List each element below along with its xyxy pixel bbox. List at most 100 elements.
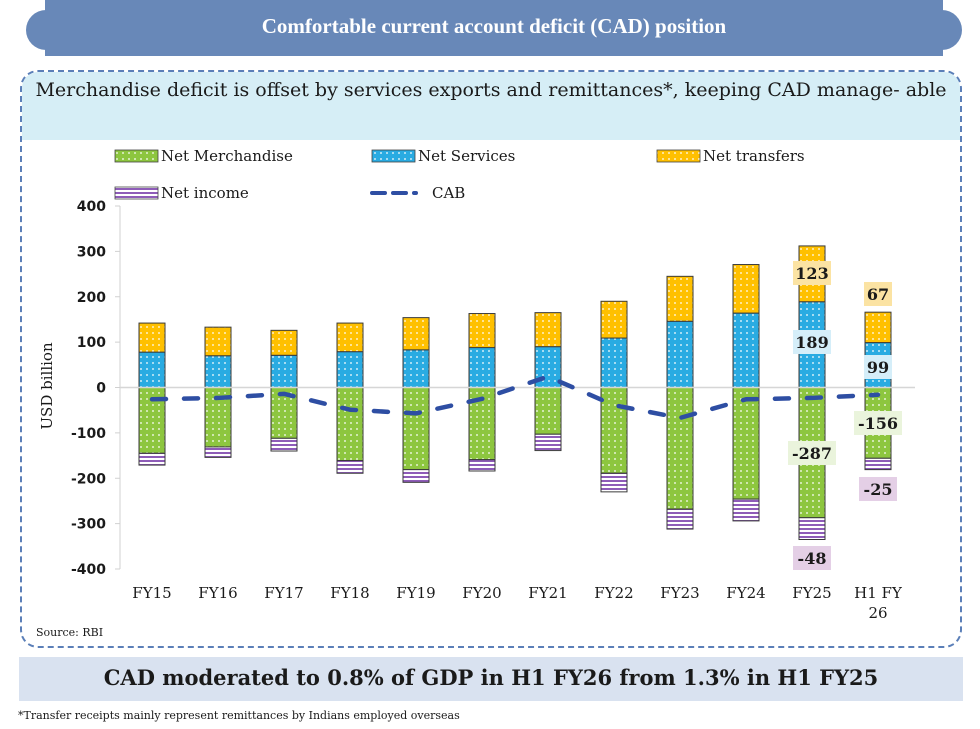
data-label-net-income-fy25: -48 — [798, 549, 827, 568]
bar-net-merchandise-fy24 — [732, 387, 760, 500]
footnote: *Transfer receipts mainly represent remi… — [18, 709, 460, 722]
x-tick-label-fy23: FY23 — [660, 584, 699, 602]
data-label-bg — [793, 546, 831, 570]
bar-net-income-fy25 — [798, 517, 826, 541]
y-tick-label: 100 — [77, 335, 106, 351]
legend-swatch-net-income — [114, 186, 159, 200]
bar-net-income-fy23 — [666, 508, 694, 530]
data-label-net-services-fy25: 189 — [795, 333, 828, 352]
title-banner: Comfortable current account deficit (CAD… — [26, 0, 962, 56]
legend-swatch-net-transfers — [656, 149, 701, 163]
bar-net-income-fy17 — [270, 437, 298, 452]
bars — [138, 245, 892, 541]
bar-net-services-fy20 — [468, 347, 496, 389]
x-tick-label-fy22: FY22 — [594, 584, 633, 602]
bar-net-services-fy17 — [270, 354, 298, 389]
bar-net-transfers-fy19 — [402, 317, 430, 351]
bar-net-income-fy20 — [468, 459, 496, 472]
legend-label-net-income: Net income — [161, 184, 249, 202]
y-tick-label: -100 — [71, 426, 106, 442]
bar-net-merchandise-fy19 — [402, 387, 430, 471]
data-label-net-merchandise-h1-fy-26: -156 — [858, 414, 898, 433]
data-label-net-services-h1-fy-26: 99 — [867, 358, 889, 377]
y-axis-title: USD billion — [38, 342, 56, 430]
legend-item-net-services: Net Services — [371, 147, 515, 165]
x-axis: FY15 FY16 FY17 FY18 FY19 FY20 FY21 FY22 FY23 FY24… — [132, 584, 903, 622]
bar-net-merchandise-fy21 — [534, 387, 562, 435]
x-tick-label-fy25: FY25 — [792, 584, 831, 602]
legend-label-net-transfers: Net transfers — [703, 147, 805, 165]
data-label-bg — [793, 261, 831, 285]
bar-net-services-fy23 — [666, 320, 694, 388]
data-label-bg — [854, 411, 902, 435]
bar-net-services-fy19 — [402, 349, 430, 388]
legend-label-net-merchandise: Net Merchandise — [161, 147, 293, 165]
y-axis: 400 300 200 100 0 -100 -200 -300 -400 — [71, 199, 121, 578]
chart-subtitle: Merchandise deficit is offset by service… — [35, 79, 947, 101]
bar-net-income-h1-fy-26 — [864, 457, 892, 471]
bar-net-transfers-fy21 — [534, 312, 562, 348]
bar-net-services-fy22 — [600, 337, 628, 389]
chart-frame: Merchandise deficit is offset by service… — [20, 70, 962, 648]
bar-net-transfers-fy23 — [666, 275, 694, 322]
data-label-net-transfers-fy25: 123 — [795, 264, 828, 283]
bar-net-transfers-fy16 — [204, 326, 232, 357]
bar-net-services-fy16 — [204, 355, 232, 388]
legend: Net Merchandise Net Services Net transfe… — [114, 147, 805, 202]
y-tick-label: -300 — [71, 517, 106, 533]
y-tick-label: -400 — [71, 562, 106, 578]
data-label-net-income-h1-fy-26: -25 — [864, 480, 893, 499]
bar-net-transfers-h1-fy-26 — [864, 311, 892, 344]
bar-net-income-fy16 — [204, 446, 232, 458]
bar-net-transfers-fy22 — [600, 300, 628, 339]
data-label-bg — [864, 355, 892, 379]
y-tick-label: 0 — [96, 381, 106, 397]
legend-swatch-net-merchandise — [114, 149, 159, 163]
x-tick-label-fy20: FY20 — [462, 584, 501, 602]
bar-net-services-fy18 — [336, 351, 364, 388]
cab-line-group — [149, 374, 881, 421]
bar-net-services-fy15 — [138, 351, 166, 389]
bar-net-transfers-fy20 — [468, 313, 496, 349]
x-tick-label-fy16: FY16 — [198, 584, 237, 602]
bar-net-transfers-fy15 — [138, 322, 166, 353]
y-tick-label: 400 — [77, 199, 106, 215]
data-label-net-merchandise-fy25: -287 — [792, 444, 832, 463]
y-tick-label: -200 — [71, 471, 106, 487]
bar-net-transfers-fy24 — [732, 264, 760, 314]
y-tick-label: 200 — [77, 290, 106, 306]
bar-net-income-fy15 — [138, 452, 166, 466]
bar-net-merchandise-fy18 — [336, 387, 364, 462]
data-labels: 123 189 -287 -48 67 99 -156 -25 — [788, 261, 902, 570]
data-label-bg — [788, 441, 836, 465]
data-label-bg — [859, 477, 897, 501]
summary-box: CAD moderated to 0.8% of GDP in H1 FY26 … — [19, 657, 963, 701]
x-tick-label-fy17: FY17 — [264, 584, 303, 602]
data-label-bg — [864, 282, 892, 306]
legend-label-net-services: Net Services — [418, 147, 515, 165]
x-tick-label-fy19: FY19 — [396, 584, 435, 602]
legend-item-net-income: Net income — [114, 184, 249, 202]
x-tick-label-fy15: FY15 — [132, 584, 171, 602]
legend-item-net-transfers: Net transfers — [656, 147, 805, 165]
bar-net-merchandise-fy23 — [666, 387, 694, 510]
bar-net-merchandise-fy22 — [600, 387, 628, 474]
data-label-bg — [793, 330, 831, 354]
legend-item-net-merchandise: Net Merchandise — [114, 147, 293, 165]
summary-text: CAD moderated to 0.8% of GDP in H1 FY26 … — [103, 665, 879, 690]
bar-net-income-fy19 — [402, 469, 430, 483]
bar-net-income-fy18 — [336, 460, 364, 474]
cab-line — [149, 374, 881, 421]
page-title: Comfortable current account deficit (CAD… — [261, 14, 727, 38]
x-tick-label-fy21: FY21 — [528, 584, 567, 602]
bar-net-services-fy24 — [732, 312, 760, 388]
bar-net-transfers-fy18 — [336, 322, 364, 353]
bar-net-income-fy22 — [600, 472, 628, 493]
bar-net-income-fy24 — [732, 498, 760, 522]
banner-body — [45, 0, 943, 56]
bar-net-income-fy21 — [534, 433, 562, 452]
legend-label-cab: CAB — [432, 184, 465, 202]
x-tick-label-h1-fy-26: H1 FY 26 — [854, 584, 903, 622]
data-label-net-transfers-h1-fy-26: 67 — [867, 285, 889, 304]
